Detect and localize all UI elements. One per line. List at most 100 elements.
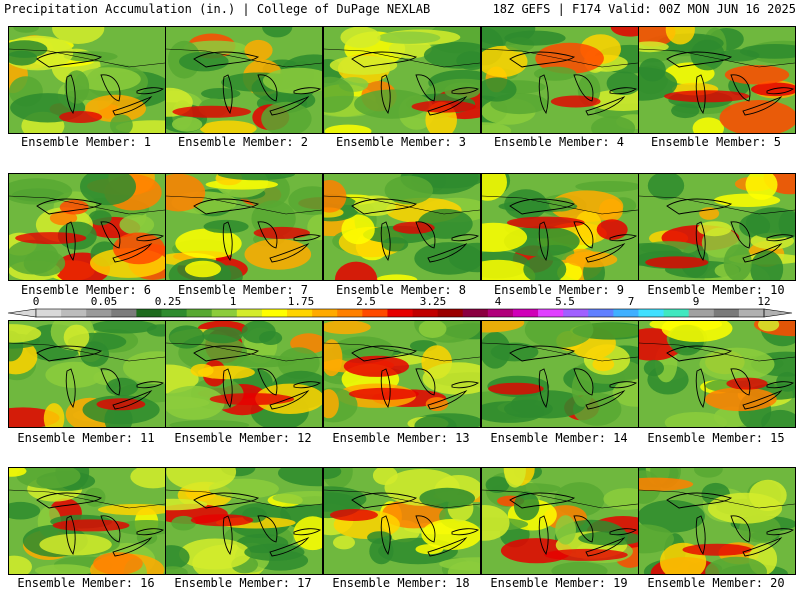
scale-swatch xyxy=(538,309,564,317)
scale-swatch xyxy=(86,309,112,317)
precipitation-map xyxy=(324,174,480,280)
scale-swatch xyxy=(186,309,213,317)
precipitation-map xyxy=(166,174,322,280)
ensemble-panel-20 xyxy=(638,467,796,575)
ensemble-panel-10 xyxy=(638,173,796,281)
panel-label: Ensemble Member: 12 xyxy=(174,431,312,445)
scale-tick-label: 1.75 xyxy=(287,295,315,308)
panel-label: Ensemble Member: 15 xyxy=(647,431,785,445)
precipitation-map xyxy=(9,321,165,427)
panel-label: Ensemble Member: 14 xyxy=(490,431,628,445)
precipitation-map xyxy=(166,468,322,574)
ensemble-panel-14 xyxy=(481,320,639,428)
ensemble-panel-4 xyxy=(481,26,639,134)
scale-swatch xyxy=(437,309,464,317)
scale-swatch xyxy=(61,309,87,317)
scale-swatch xyxy=(487,309,514,317)
scale-swatch xyxy=(713,309,740,317)
panel-label: Ensemble Member: 10 xyxy=(647,283,785,297)
panel-label: Ensemble Member: 20 xyxy=(647,576,785,590)
panel-label: Ensemble Member: 17 xyxy=(174,576,312,590)
panel-label: Ensemble Member: 18 xyxy=(332,576,470,590)
ensemble-panel-13 xyxy=(323,320,481,428)
ensemble-panel-12 xyxy=(165,320,323,428)
scale-swatch xyxy=(261,309,288,317)
precipitation-map xyxy=(482,174,638,280)
scale-swatch xyxy=(362,309,388,317)
scale-tick-label: 7 xyxy=(627,295,635,308)
precipitation-map xyxy=(324,27,480,133)
ensemble-panel-15 xyxy=(638,320,796,428)
precipitation-map xyxy=(639,468,795,574)
scale-swatch xyxy=(663,309,690,317)
ensemble-panel-8 xyxy=(323,173,481,281)
ensemble-panel-6 xyxy=(8,173,166,281)
panel-label: Ensemble Member: 8 xyxy=(335,283,467,297)
scale-max-arrow xyxy=(763,308,793,318)
scale-swatch xyxy=(161,309,188,317)
scale-tick-label: 5.5 xyxy=(555,295,575,308)
scale-swatch xyxy=(312,309,338,317)
ensemble-panel-5 xyxy=(638,26,796,134)
scale-swatch xyxy=(563,309,589,317)
ensemble-panel-3 xyxy=(323,26,481,134)
precipitation-map xyxy=(482,27,638,133)
precipitation-map xyxy=(9,27,165,133)
scale-tick-label: 3.25 xyxy=(419,295,447,308)
ensemble-panel-1 xyxy=(8,26,166,134)
map-title: Precipitation Accumulation (in.) | Colle… xyxy=(4,2,431,16)
panel-label: Ensemble Member: 16 xyxy=(17,576,155,590)
precipitation-map xyxy=(166,27,322,133)
scale-swatch xyxy=(613,309,639,317)
scale-tick-label: 9 xyxy=(692,295,700,308)
scale-swatch xyxy=(337,309,363,317)
scale-swatch xyxy=(387,309,413,317)
scale-tick-label: 12 xyxy=(757,295,771,308)
model-valid-time: 18Z GEFS | F174 Valid: 00Z MON JUN 16 20… xyxy=(492,2,796,16)
panel-label: Ensemble Member: 9 xyxy=(493,283,625,297)
panel-label: Ensemble Member: 13 xyxy=(332,431,470,445)
panel-label: Ensemble Member: 6 xyxy=(20,283,152,297)
scale-swatch xyxy=(287,309,313,317)
ensemble-panel-17 xyxy=(165,467,323,575)
precipitation-map xyxy=(482,321,638,427)
scale-swatch xyxy=(688,309,715,317)
panel-label: Ensemble Member: 3 xyxy=(335,135,467,149)
scale-swatch xyxy=(738,309,765,317)
ensemble-panel-2 xyxy=(165,26,323,134)
scale-tick-label: 0 xyxy=(32,295,40,308)
scale-tick-label: 0.25 xyxy=(154,295,182,308)
ensemble-panel-11 xyxy=(8,320,166,428)
ensemble-panel-19 xyxy=(481,467,639,575)
ensemble-panel-18 xyxy=(323,467,481,575)
scale-swatch xyxy=(136,309,162,317)
scale-tick-label: 1 xyxy=(229,295,237,308)
precipitation-map xyxy=(639,321,795,427)
precipitation-map xyxy=(9,468,165,574)
panel-label: Ensemble Member: 7 xyxy=(177,283,309,297)
scale-swatch xyxy=(638,309,664,317)
precipitation-map xyxy=(639,174,795,280)
precipitation-map xyxy=(9,174,165,280)
ensemble-panel-9 xyxy=(481,173,639,281)
scale-swatch xyxy=(588,309,614,317)
precipitation-map xyxy=(482,468,638,574)
panel-label: Ensemble Member: 11 xyxy=(17,431,155,445)
scale-tick-label: 0.05 xyxy=(90,295,118,308)
panel-label: Ensemble Member: 2 xyxy=(177,135,309,149)
precipitation-color-scale xyxy=(7,308,793,318)
scale-swatch xyxy=(111,309,137,317)
scale-swatch xyxy=(211,309,238,317)
scale-swatch xyxy=(36,309,62,317)
precipitation-map xyxy=(166,321,322,427)
panel-label: Ensemble Member: 5 xyxy=(650,135,782,149)
scale-swatch xyxy=(512,309,539,317)
ensemble-panel-7 xyxy=(165,173,323,281)
precipitation-map xyxy=(324,468,480,574)
panel-label: Ensemble Member: 4 xyxy=(493,135,625,149)
ensemble-panel-16 xyxy=(8,467,166,575)
precipitation-map xyxy=(639,27,795,133)
scale-swatch xyxy=(462,309,489,317)
scale-min-arrow xyxy=(7,308,37,318)
scale-tick-label: 2.5 xyxy=(356,295,376,308)
